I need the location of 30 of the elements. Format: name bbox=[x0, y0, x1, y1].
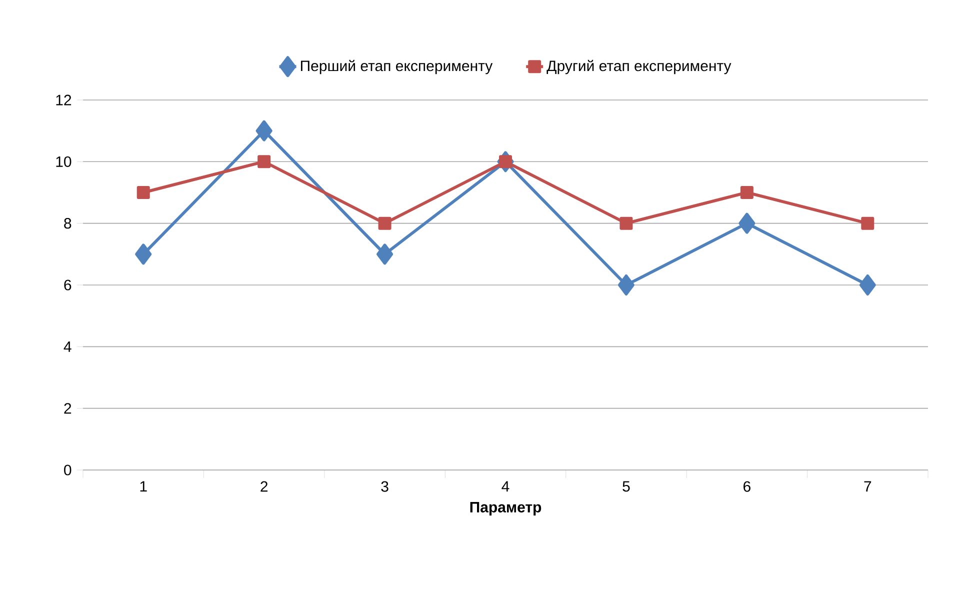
point bbox=[256, 120, 272, 142]
point bbox=[499, 155, 512, 168]
point bbox=[376, 244, 394, 265]
x-tick-label: 2 bbox=[260, 481, 268, 492]
x-tick-label: 6 bbox=[744, 481, 750, 492]
point bbox=[861, 216, 874, 230]
y-tick-label: 12 bbox=[56, 94, 72, 106]
point bbox=[740, 186, 754, 199]
point bbox=[859, 274, 876, 296]
legend-label: Перший етап експерименту bbox=[300, 60, 493, 74]
y-tick-label: 4 bbox=[64, 342, 72, 352]
point bbox=[620, 216, 633, 230]
x-tick-label: 1 bbox=[140, 481, 147, 492]
legend-label: Другий етап експерименту bbox=[546, 60, 732, 74]
point bbox=[378, 216, 392, 230]
x-tick-label: 5 bbox=[622, 481, 630, 492]
point bbox=[258, 155, 271, 168]
y-tick-label: 10 bbox=[56, 156, 72, 167]
point bbox=[738, 212, 756, 234]
y-tick-label: 6 bbox=[64, 280, 72, 290]
y-tick-label: 2 bbox=[64, 403, 72, 414]
x-tick-label: 3 bbox=[381, 481, 388, 492]
x-tick-label: 4 bbox=[502, 481, 510, 492]
y-tick-label: 8 bbox=[64, 218, 72, 229]
x-axis-title: Параметр bbox=[470, 502, 542, 516]
point bbox=[618, 274, 634, 296]
x-tick-label: 7 bbox=[864, 481, 872, 492]
point bbox=[136, 186, 150, 199]
y-tick-label: 0 bbox=[64, 464, 72, 476]
point bbox=[135, 244, 152, 265]
